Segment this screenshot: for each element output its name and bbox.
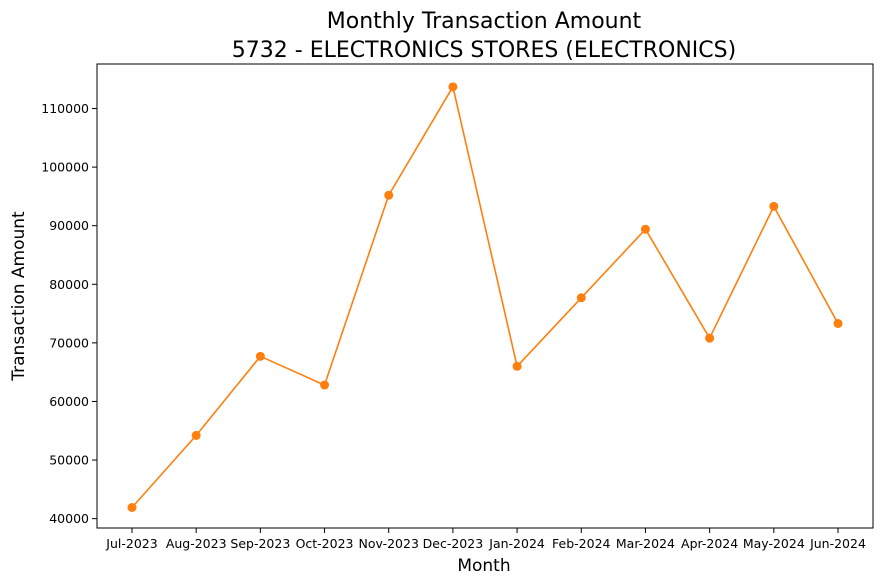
data-point bbox=[833, 319, 843, 329]
plot-frame bbox=[96, 63, 874, 529]
data-point bbox=[448, 82, 458, 92]
y-tick-label: 80000 bbox=[49, 277, 89, 292]
y-tick-label: 70000 bbox=[49, 335, 89, 350]
data-point bbox=[640, 224, 650, 234]
data-point bbox=[320, 380, 330, 390]
x-tick-label: Dec-2023 bbox=[423, 536, 484, 551]
data-point bbox=[127, 502, 137, 512]
chart-title: Monthly Transaction Amount bbox=[327, 9, 642, 34]
x-tick-label: Feb-2024 bbox=[552, 536, 611, 551]
series-layer bbox=[127, 82, 843, 512]
y-axis: 40000 50000 60000 70000 80000 90000 100000 1100… bbox=[41, 101, 97, 526]
data-point bbox=[384, 190, 394, 200]
x-tick-label: Mar-2024 bbox=[616, 536, 675, 551]
y-tick-label: 90000 bbox=[49, 218, 89, 233]
data-point bbox=[705, 333, 715, 343]
x-tick-label: Nov-2023 bbox=[359, 536, 419, 551]
data-point bbox=[255, 351, 265, 361]
y-tick-label: 60000 bbox=[49, 394, 89, 409]
y-axis-label: Transaction Amount bbox=[9, 211, 29, 382]
y-tick-label: 110000 bbox=[41, 101, 89, 116]
series-line bbox=[131, 84, 839, 509]
x-tick-label: Jan-2024 bbox=[488, 536, 545, 551]
data-point bbox=[191, 430, 201, 440]
x-tick-label: Oct-2023 bbox=[296, 536, 354, 551]
data-point bbox=[769, 201, 779, 211]
x-axis-label: Month bbox=[457, 556, 510, 576]
y-tick-label: 100000 bbox=[41, 160, 89, 175]
x-tick-label: Jul-2023 bbox=[105, 536, 157, 551]
x-axis: Jul-2023 Aug-2023 Sep-2023 Oct-2023 Nov-2023… bbox=[105, 528, 866, 551]
x-tick-label: Aug-2023 bbox=[166, 536, 227, 551]
x-tick-label: Jun-2024 bbox=[809, 536, 866, 551]
data-point bbox=[512, 361, 522, 371]
x-tick-label: May-2024 bbox=[743, 536, 805, 551]
y-tick-label: 50000 bbox=[49, 453, 89, 468]
x-tick-label: Apr-2024 bbox=[681, 536, 738, 551]
y-tick-label: 40000 bbox=[49, 511, 89, 526]
chart-subtitle: 5732 - ELECTRONICS STORES (ELECTRONICS) bbox=[232, 38, 736, 63]
data-point bbox=[576, 293, 586, 303]
x-tick-label: Sep-2023 bbox=[230, 536, 290, 551]
